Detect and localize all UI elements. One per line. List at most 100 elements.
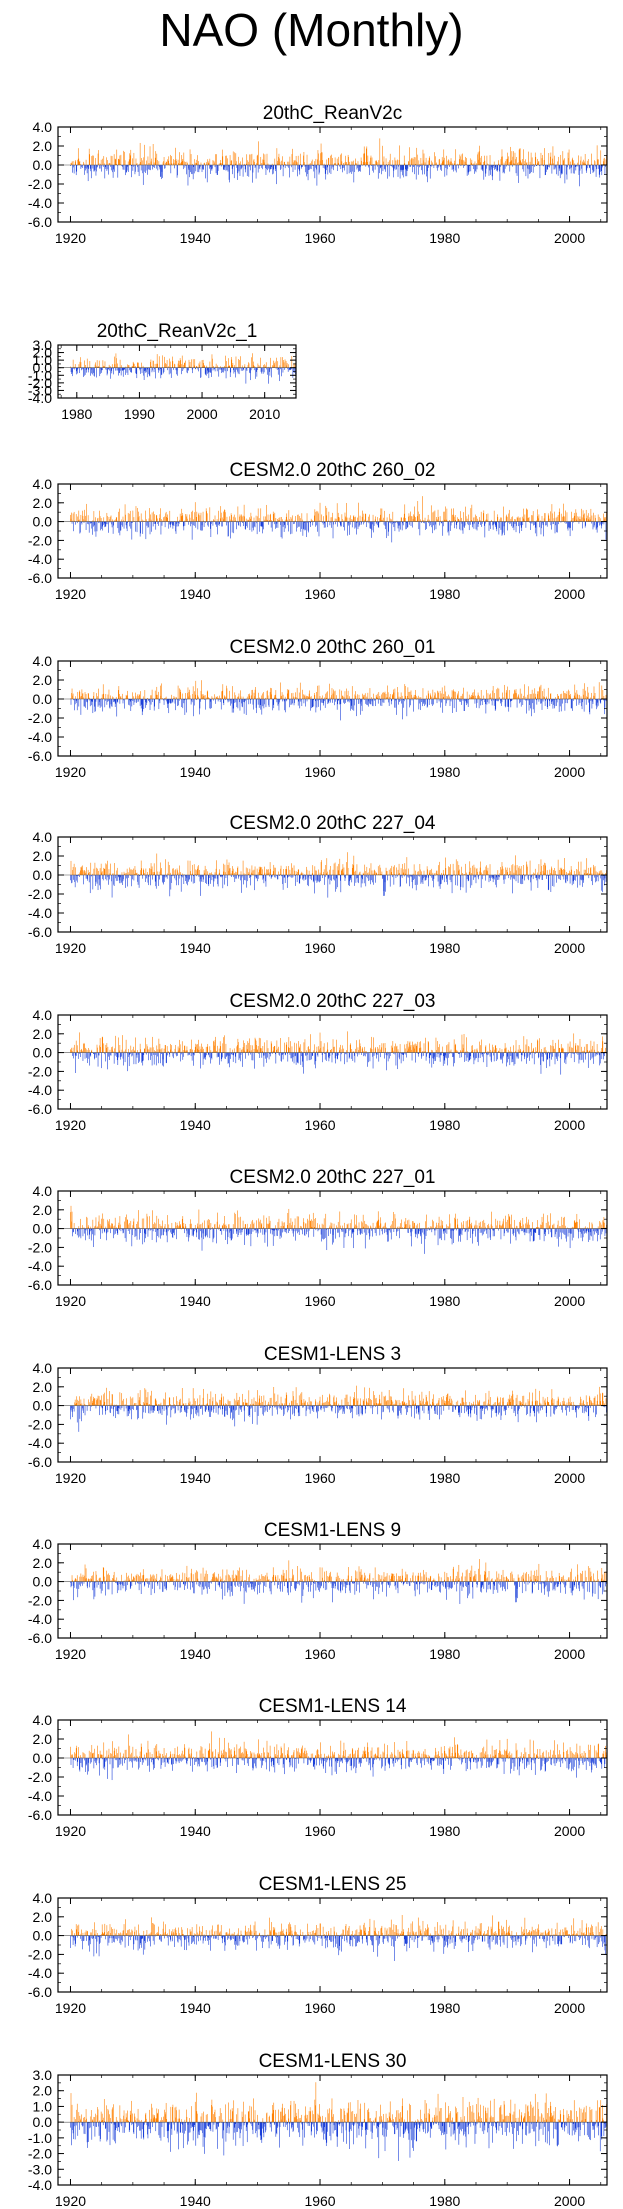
bar: [476, 699, 478, 703]
bar: [481, 155, 483, 165]
bar: [245, 874, 246, 875]
bar: [408, 875, 410, 878]
bar: [410, 690, 412, 699]
bar: [288, 875, 290, 877]
bar: [167, 699, 168, 708]
bar: [147, 367, 149, 370]
bar: [389, 693, 391, 699]
bar: [337, 875, 338, 888]
bar: [502, 868, 504, 875]
bar: [451, 875, 452, 877]
bar: [523, 165, 525, 172]
bar: [195, 165, 197, 172]
bar: [338, 517, 340, 522]
bar: [97, 518, 98, 522]
bar: [529, 860, 531, 875]
bar: [186, 875, 187, 884]
bar: [504, 165, 505, 174]
bar: [544, 513, 545, 522]
bar: [508, 513, 510, 522]
bar: [429, 872, 431, 876]
bar: [380, 165, 381, 168]
bar: [432, 512, 434, 522]
bar: [87, 521, 88, 524]
bar: [315, 158, 317, 165]
bar: [183, 152, 185, 165]
bar: [170, 699, 172, 704]
bar: [254, 866, 256, 875]
bar: [190, 521, 191, 527]
bar: [150, 359, 152, 368]
bar: [77, 148, 79, 165]
bar: [273, 695, 275, 699]
bar: [222, 366, 224, 368]
bar: [357, 517, 358, 522]
bar: [137, 362, 138, 368]
bar: [424, 875, 425, 877]
bar: [546, 875, 547, 879]
bar: [273, 521, 275, 525]
bar: [192, 510, 193, 522]
y-tick-label: 2.0: [33, 672, 53, 688]
bar: [588, 519, 590, 522]
bar: [239, 516, 240, 522]
bar: [167, 520, 169, 522]
bar: [358, 521, 360, 527]
bar: [101, 697, 102, 699]
bar: [147, 165, 148, 175]
x-tick-label: 2010: [249, 406, 280, 422]
bar: [174, 697, 175, 699]
bar: [255, 875, 257, 879]
bar: [280, 865, 282, 875]
bar: [274, 697, 276, 699]
bar: [330, 865, 331, 875]
bar: [224, 509, 226, 522]
bar: [569, 870, 570, 875]
bar: [339, 689, 341, 699]
bar: [224, 367, 226, 372]
bar: [225, 367, 227, 379]
bar: [343, 867, 345, 875]
bar: [320, 699, 321, 711]
bar: [141, 367, 143, 374]
bar: [221, 875, 223, 877]
bar: [192, 686, 194, 699]
bar: [160, 165, 162, 177]
bar: [478, 520, 480, 522]
bar: [375, 516, 376, 522]
bar: [548, 875, 550, 890]
bar: [533, 873, 535, 875]
bar: [469, 861, 471, 875]
bar: [236, 161, 237, 165]
bar: [186, 516, 187, 522]
bar: [263, 365, 264, 368]
bar: [111, 521, 113, 528]
bar: [92, 521, 93, 535]
bar: [394, 699, 395, 708]
bar: [428, 521, 429, 524]
bar: [319, 502, 321, 522]
bar: [552, 146, 554, 165]
bar: [399, 145, 400, 165]
bar: [156, 686, 158, 699]
bar: [242, 165, 244, 177]
bar: [403, 165, 405, 178]
bar: [531, 873, 533, 875]
bar: [416, 516, 418, 522]
bar: [308, 163, 310, 165]
bar: [189, 689, 190, 699]
bar: [408, 868, 409, 875]
bar: [279, 158, 280, 165]
bar: [87, 515, 89, 522]
bar: [202, 697, 203, 699]
bar: [76, 699, 78, 703]
bar: [448, 874, 450, 875]
bar: [95, 875, 97, 882]
bar: [153, 165, 154, 168]
bar: [117, 521, 119, 529]
x-tick-label: 1980: [429, 764, 460, 780]
bar: [134, 866, 136, 875]
bar: [122, 165, 123, 167]
bar: [145, 521, 147, 540]
bar: [359, 698, 360, 699]
